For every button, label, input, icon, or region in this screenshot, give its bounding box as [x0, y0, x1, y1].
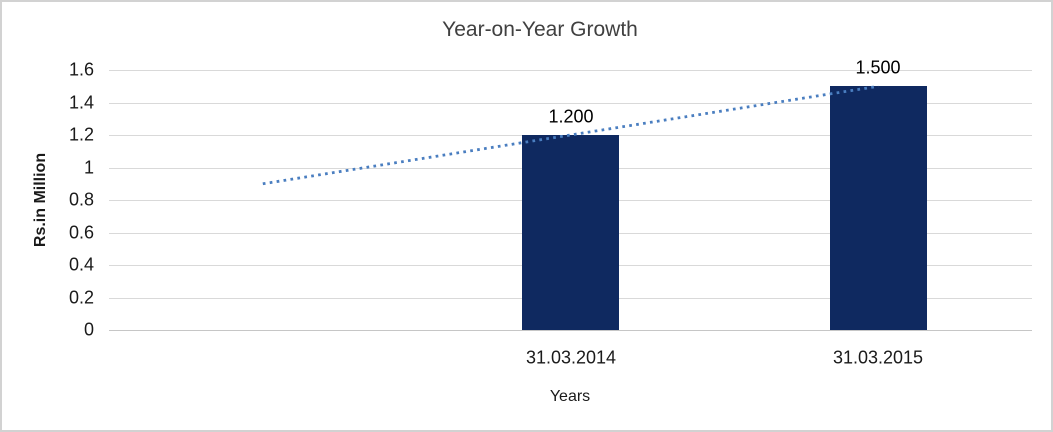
y-axis-title: Rs.in Million: [32, 152, 49, 248]
bar-data-label: 1.500: [855, 57, 901, 78]
gridline: [109, 70, 1032, 71]
bar-data-label: 1.200: [548, 106, 594, 127]
bar: [522, 135, 619, 330]
y-tick-label: 0.2: [68, 287, 94, 308]
y-tick-label: 1.6: [68, 59, 94, 80]
y-tick-label: 1.2: [68, 124, 94, 145]
x-category-label: 31.03.2015: [832, 347, 924, 368]
x-axis-title: Years: [549, 388, 591, 405]
y-tick-label: 1.4: [68, 92, 94, 113]
y-tick-label: 0.8: [68, 189, 94, 210]
bar: [830, 86, 927, 330]
x-category-label: 31.03.2014: [525, 347, 617, 368]
y-tick-label: 0.4: [68, 254, 94, 275]
y-tick-label: 1: [83, 157, 94, 178]
chart-title: Year-on-Year Growth: [442, 18, 638, 41]
y-tick-label: 0: [83, 319, 94, 340]
y-tick-label: 0.6: [68, 222, 94, 243]
x-axis-line: [109, 330, 1032, 331]
